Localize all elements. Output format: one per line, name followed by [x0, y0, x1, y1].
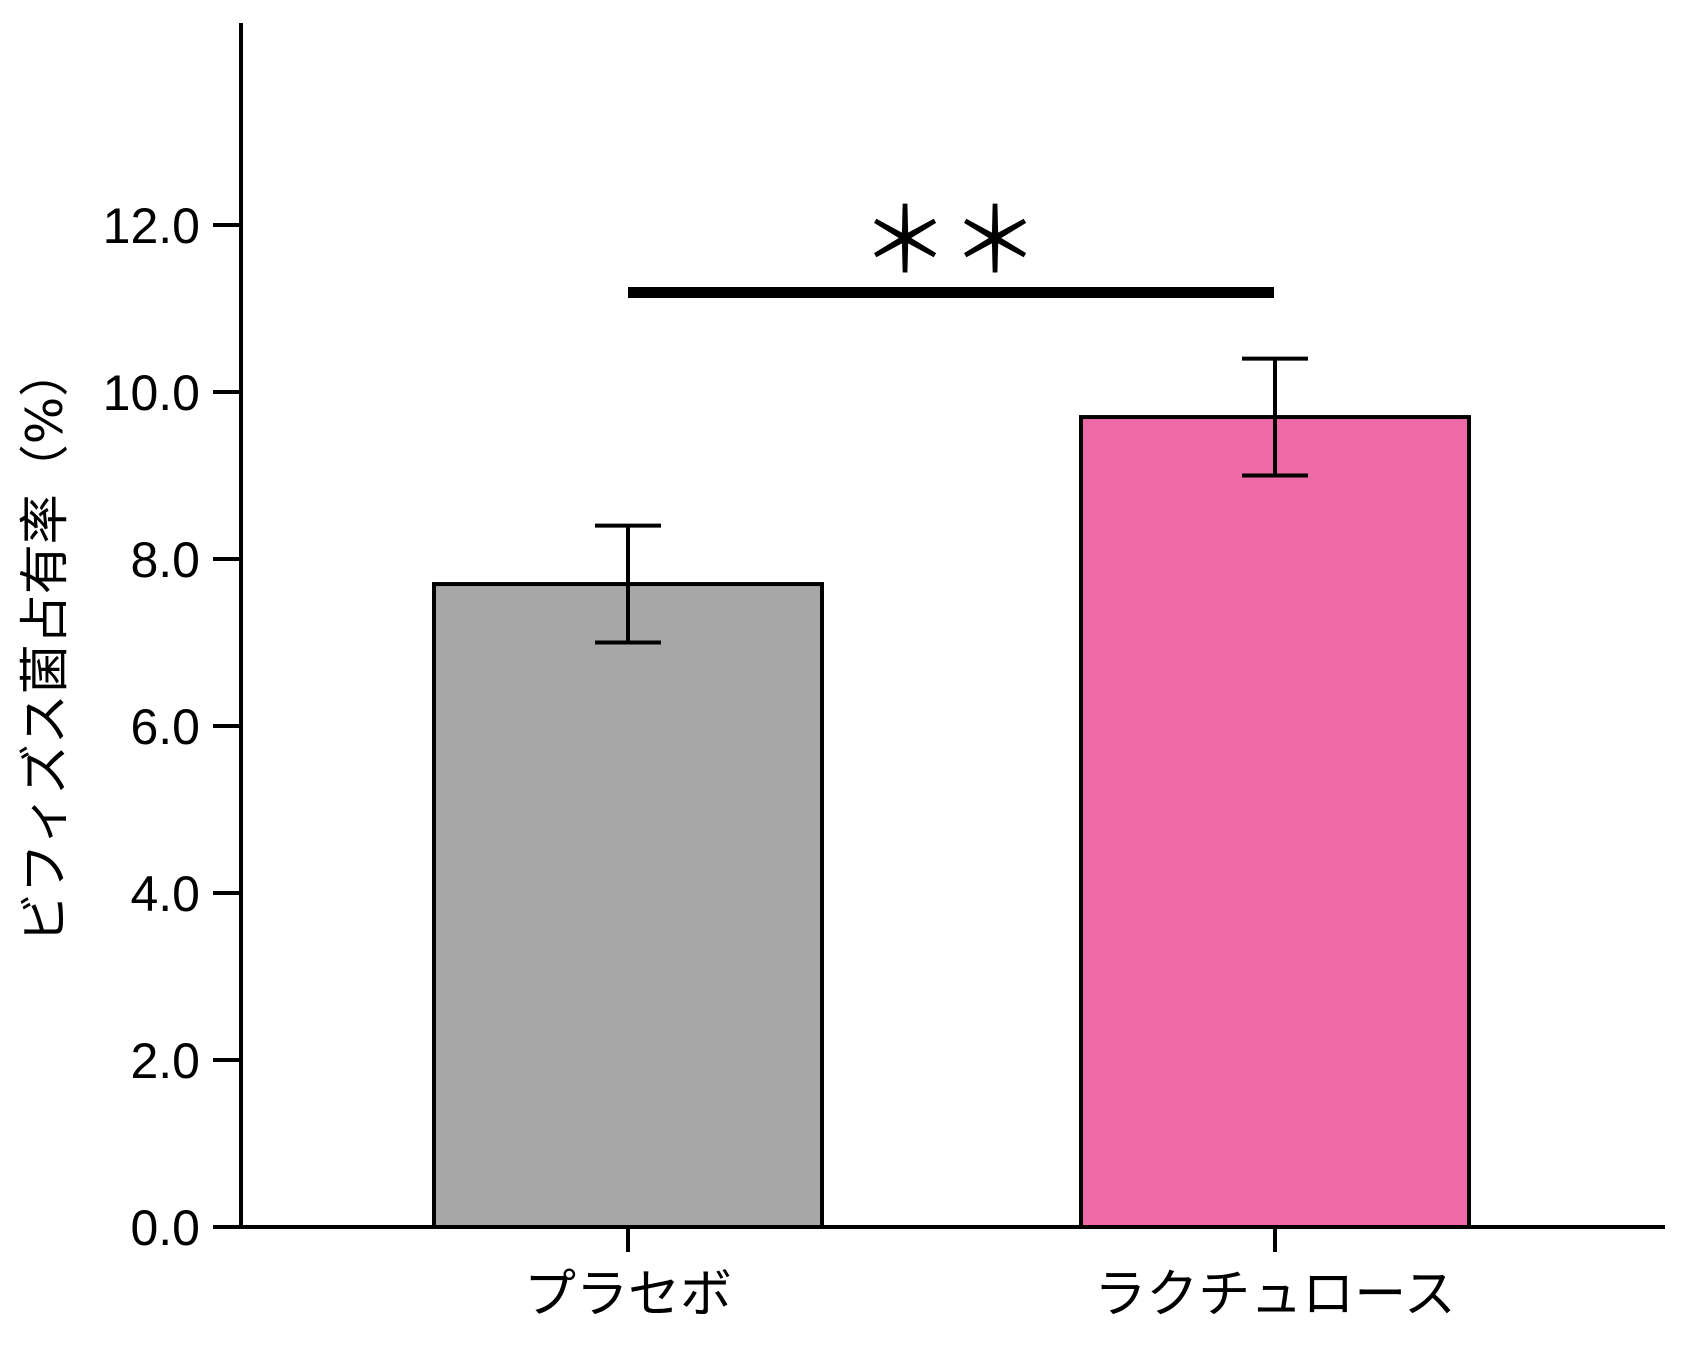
- y-tick-label: 0.0: [130, 1200, 200, 1256]
- bars: [432, 356, 1471, 1229]
- bar: [432, 582, 824, 1229]
- y-tick-label: 2.0: [130, 1033, 200, 1089]
- x-tick-label: ラクチュロース: [1094, 1265, 1455, 1325]
- y-tick-label: 10.0: [103, 365, 200, 421]
- x-axis-ticks: プラセボ ラクチュロース: [524, 1227, 1456, 1325]
- y-axis-ticks: 0.0 2.0 4.0 6.0 8.0 10.0 12.0: [103, 198, 241, 1256]
- significance-label: ＊＊: [860, 189, 1040, 294]
- y-axis-title: ビフィズス菌占有率（%）: [16, 347, 74, 944]
- significance-bracket: ＊＊: [628, 189, 1274, 298]
- x-tick-label: プラセボ: [524, 1265, 732, 1325]
- y-tick-label: 6.0: [130, 699, 200, 755]
- axes: [213, 23, 1665, 1229]
- y-tick-label: 12.0: [103, 198, 200, 254]
- y-tick-label: 8.0: [130, 532, 200, 588]
- bar: [1079, 415, 1471, 1229]
- significance-line: [628, 287, 1274, 298]
- y-tick-label: 4.0: [130, 866, 200, 922]
